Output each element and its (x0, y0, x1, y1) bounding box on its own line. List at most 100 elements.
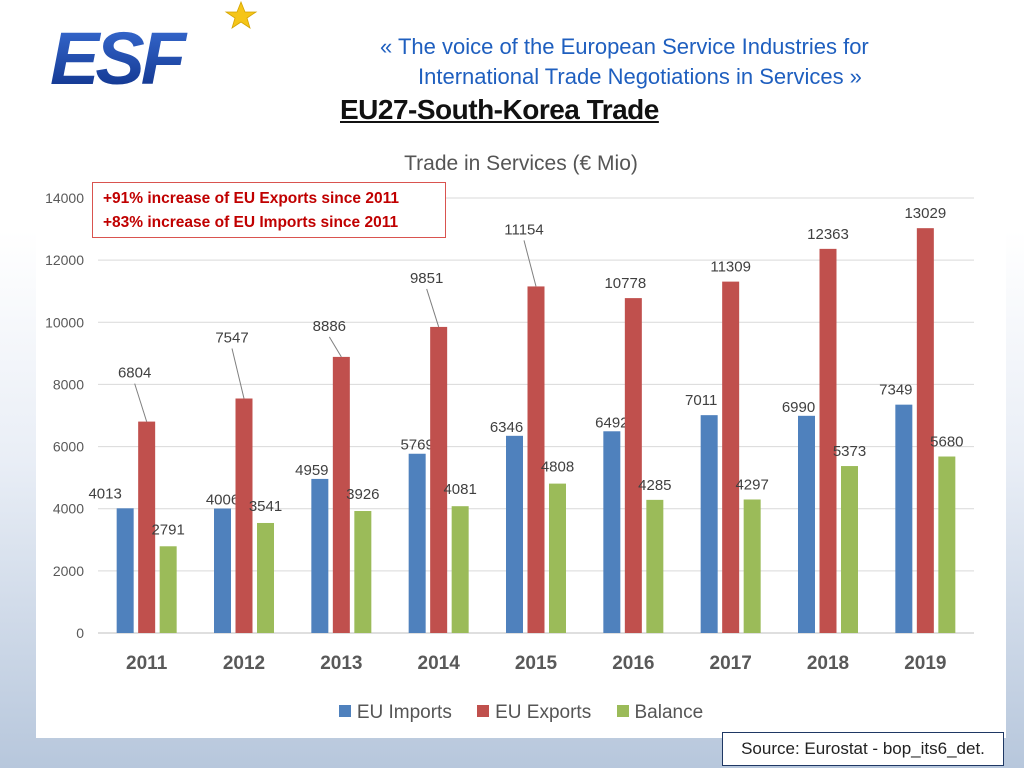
data-label: 11154 (504, 221, 544, 238)
bar (332, 356, 350, 633)
data-label: 6990 (782, 399, 815, 416)
data-label-leader (523, 240, 537, 287)
bar-chart: 0 2000 4000 6000 8000 10000 12000 14000 4013 4006… (45, 190, 974, 674)
bar (624, 298, 642, 633)
x-tick-label: 2016 (612, 653, 654, 674)
logo-text: ESF (50, 17, 188, 95)
chart-panel: Trade in Services (€ Mio) 0 2000 4000 6000 8… (36, 140, 1006, 738)
data-label: 11309 (710, 259, 751, 276)
tagline-line-1: « The voice of the European Service Indu… (380, 34, 869, 59)
bar (527, 286, 545, 633)
bar (430, 326, 448, 633)
legend-label-exports: EU Exports (495, 702, 592, 723)
chart-title: Trade in Services (€ Mio) (404, 152, 638, 175)
data-label: 2791 (151, 521, 184, 538)
data-label: 10778 (604, 275, 646, 292)
data-label-leader (134, 383, 148, 422)
bar (895, 404, 913, 633)
legend-item-imports: EU Imports (338, 702, 452, 724)
y-tick-label: 14000 (45, 190, 84, 206)
bar (138, 421, 156, 633)
y-tick-label: 6000 (53, 439, 84, 455)
source-note: Source: Eurostat - bop_its6_det. (722, 732, 1004, 766)
bar (354, 511, 372, 633)
data-label-leader (426, 288, 440, 328)
data-label-leader (231, 348, 245, 399)
y-tick-label: 0 (76, 625, 84, 641)
data-label: 5373 (833, 443, 866, 460)
tagline: « The voice of the European Service Indu… (380, 32, 1000, 92)
growth-callout: +91% increase of EU Exports since 2011 +… (92, 182, 446, 238)
esf-logo: ESF (50, 0, 258, 95)
bar (159, 546, 177, 633)
legend-item-balance: Balance (616, 702, 704, 724)
bar (257, 522, 274, 633)
bar (700, 415, 718, 633)
data-label-leader (328, 336, 342, 358)
y-tick-label: 4000 (53, 501, 84, 517)
data-label: 4297 (735, 476, 768, 493)
y-tick-label: 2000 (53, 563, 84, 579)
data-label: 9851 (410, 270, 443, 287)
x-tick-label: 2019 (904, 653, 946, 674)
data-label: 6804 (118, 365, 151, 382)
bar (603, 431, 621, 633)
data-label: 12363 (807, 226, 849, 243)
legend-swatch-balance (616, 704, 629, 717)
x-tick-label: 2015 (515, 653, 558, 674)
x-tick-label: 2018 (807, 653, 849, 674)
bar (938, 456, 956, 633)
bar (214, 508, 231, 633)
data-label: 6346 (490, 419, 523, 436)
data-label: 3541 (249, 498, 282, 515)
bar (722, 281, 740, 633)
bar (116, 508, 134, 633)
data-label: 4959 (295, 462, 328, 479)
x-tick-label: 2017 (710, 653, 752, 674)
data-label: 8886 (313, 318, 346, 335)
x-tick-label: 2014 (418, 653, 461, 674)
tagline-line-2: International Trade Negotiations in Serv… (418, 64, 862, 89)
bar (311, 478, 329, 633)
bar (451, 506, 469, 633)
data-label: 4006 (206, 492, 239, 509)
star-icon (224, 0, 258, 29)
data-label: 4081 (443, 481, 476, 498)
data-label: 4285 (638, 477, 671, 494)
y-tick-label: 10000 (45, 314, 84, 330)
data-label: 13029 (904, 205, 946, 222)
y-tick-label: 12000 (45, 252, 84, 268)
data-label: 7547 (215, 330, 248, 347)
bar (798, 415, 815, 633)
callout-line-2: +83% increase of EU Imports since 2011 (103, 214, 399, 231)
bar (841, 466, 858, 633)
data-label: 7011 (685, 392, 717, 409)
data-label: 5680 (930, 434, 963, 451)
bar (819, 248, 837, 633)
x-tick-label: 2013 (320, 653, 362, 674)
data-label: 4013 (88, 485, 121, 502)
chart-legend: EU Imports EU Exports Balance (36, 702, 1006, 724)
legend-swatch-imports (338, 704, 351, 717)
x-tick-label: 2012 (223, 653, 265, 674)
bar (916, 228, 934, 633)
slide-title: EU27-South-Korea Trade (340, 94, 659, 125)
data-label: 3926 (346, 486, 379, 503)
bar (549, 483, 566, 633)
legend-label-imports: EU Imports (356, 702, 452, 723)
legend-item-exports: EU Exports (477, 702, 591, 724)
data-label: 4808 (541, 459, 574, 476)
data-label: 5769 (400, 437, 433, 454)
callout-line-1: +91% increase of EU Exports since 2011 (103, 190, 399, 207)
bar (743, 499, 761, 633)
y-tick-label: 8000 (53, 376, 84, 392)
bar (408, 453, 426, 633)
legend-swatch-exports (477, 704, 490, 717)
bar (506, 435, 523, 633)
data-label: 7349 (879, 382, 912, 399)
data-label: 6492 (595, 414, 628, 431)
x-tick-label: 2011 (126, 653, 168, 674)
bar (235, 398, 253, 633)
legend-label-balance: Balance (634, 702, 704, 723)
bar (646, 499, 664, 633)
